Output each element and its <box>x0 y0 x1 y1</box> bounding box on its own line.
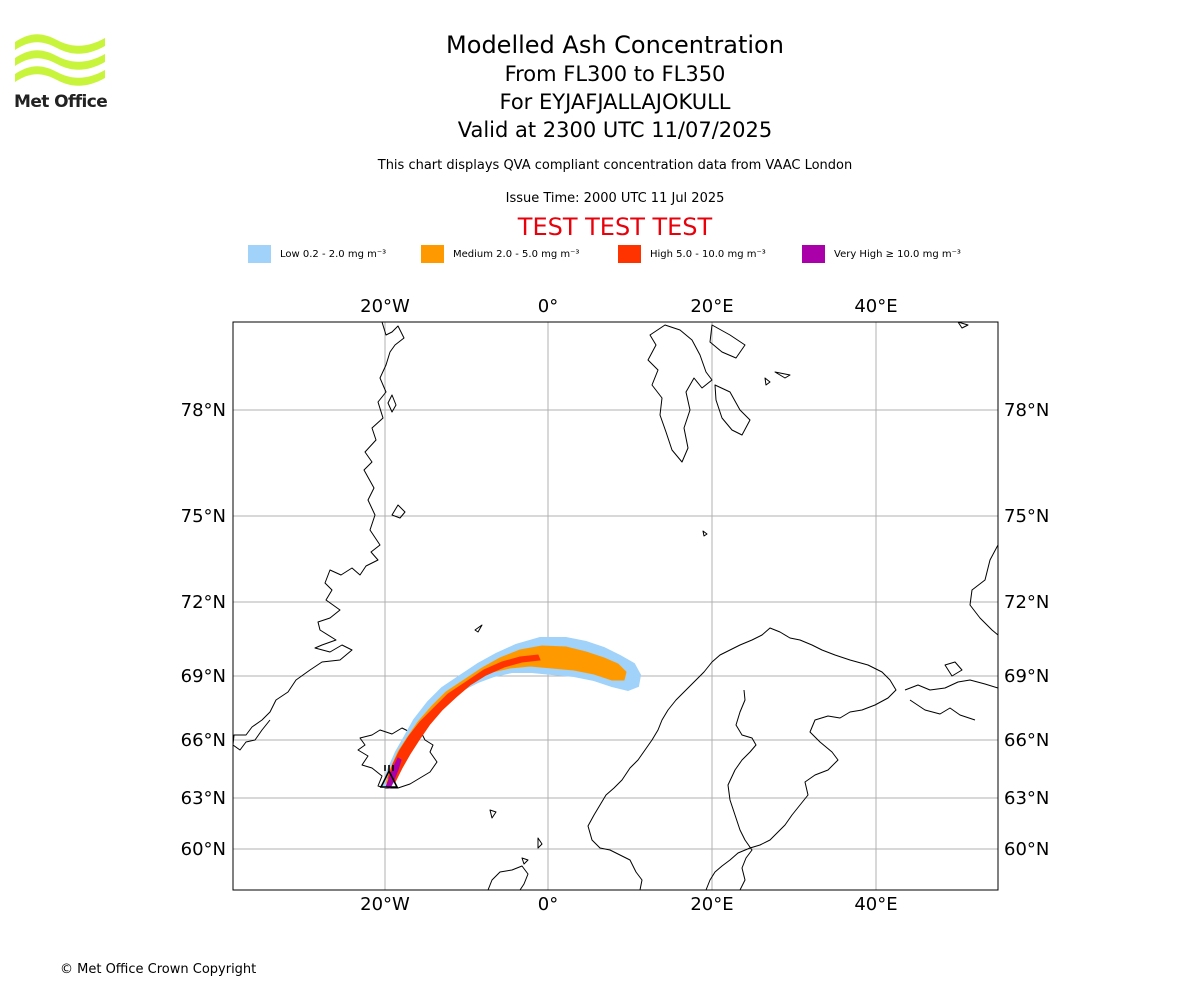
coastline-scandinavia <box>587 627 897 890</box>
coastline-jan-mayen <box>474 624 483 633</box>
coastline-kanin <box>944 661 963 677</box>
coastline-shetland <box>537 837 543 849</box>
ash-very-high-area <box>385 757 402 789</box>
lat-label-right-63n: 63°N <box>1004 788 1049 809</box>
ash-plume <box>381 637 642 789</box>
coastlines <box>233 322 998 890</box>
lat-label-right-60n: 60°N <box>1004 839 1049 860</box>
legend-swatch-very-high <box>802 245 825 263</box>
coastline-russia-north <box>904 679 998 691</box>
legend-item-low: Low 0.2 - 2.0 mg m⁻³ <box>248 244 386 264</box>
lat-label-left-78n: 78°N <box>181 400 226 421</box>
legend-swatch-low <box>248 245 271 263</box>
lon-labels-top: 20°W 0° 20°E 40°E <box>360 296 897 317</box>
title-line-3: For EYJAFJALLAJOKULL <box>499 90 731 114</box>
coastline-greenland-fjord <box>391 504 406 519</box>
copyright: © Met Office Crown Copyright <box>60 962 257 977</box>
coastline-orkney <box>521 857 529 865</box>
lat-label-left-75n: 75°N <box>181 506 226 527</box>
legend-item-high: High 5.0 - 10.0 mg m⁻³ <box>618 244 766 264</box>
lon-label-top-20e: 20°E <box>690 296 733 317</box>
lat-label-left-72n: 72°N <box>181 592 226 613</box>
legend-label-medium: Medium 2.0 - 5.0 mg m⁻³ <box>453 248 580 260</box>
lat-label-left-63n: 63°N <box>181 788 226 809</box>
lat-label-left-60n: 60°N <box>181 839 226 860</box>
legend-item-medium: Medium 2.0 - 5.0 mg m⁻³ <box>421 244 579 264</box>
lat-labels-right: 78°N 75°N 72°N 69°N 66°N 63°N 60°N <box>1004 400 1049 860</box>
legend-label-high: High 5.0 - 10.0 mg m⁻³ <box>650 248 766 260</box>
title-line-2: From FL300 to FL350 <box>504 62 726 86</box>
coastline-island-right <box>957 322 969 329</box>
legend-label-very-high: Very High ≥ 10.0 mg m⁻³ <box>834 248 961 260</box>
coastline-greenland <box>233 322 405 751</box>
map-frame <box>232 321 999 891</box>
coastline-greenland-island <box>387 394 397 413</box>
coastline-svalbard-east <box>714 384 751 436</box>
coastline-baltic <box>727 689 757 890</box>
legend-swatch-high <box>618 245 641 263</box>
chart-title: Modelled Ash Concentration From FL300 to… <box>315 30 915 144</box>
legend-item-very-high: Very High ≥ 10.0 mg m⁻³ <box>802 244 961 264</box>
lon-label-top-40e: 40°E <box>854 296 897 317</box>
gridlines <box>233 322 998 890</box>
issue-time: Issue Time: 2000 UTC 11 Jul 2025 <box>505 191 725 206</box>
coastline-bear-island <box>702 530 708 537</box>
lon-label-bottom-0: 0° <box>538 894 558 915</box>
lat-label-right-72n: 72°N <box>1004 592 1049 613</box>
coastline-novaya-zemlya <box>969 544 998 636</box>
coastline-scotland <box>487 865 529 890</box>
coastline-nordaustlandet <box>709 324 746 359</box>
coastline-svalbard-small <box>764 377 771 386</box>
coastline-faroe <box>489 809 497 819</box>
subtitle: This chart displays QVA compliant concen… <box>377 158 853 173</box>
lon-label-top-0: 0° <box>538 296 558 317</box>
lat-label-right-75n: 75°N <box>1004 506 1049 527</box>
legend-label-low: Low 0.2 - 2.0 mg m⁻³ <box>280 248 387 260</box>
lat-label-left-69n: 69°N <box>181 666 226 687</box>
met-office-logo-icon <box>15 34 105 86</box>
legend-swatch-medium <box>421 245 444 263</box>
lon-labels-bottom: 20°W 0° 20°E 40°E <box>360 894 897 915</box>
lon-label-bottom-40e: 40°E <box>854 894 897 915</box>
coastline-svalbard <box>647 324 713 463</box>
volcano-icon <box>379 765 399 788</box>
title-line-4: Valid at 2300 UTC 11/07/2025 <box>457 118 773 142</box>
lon-label-top-20w: 20°W <box>360 296 410 317</box>
lon-label-bottom-20w: 20°W <box>360 894 410 915</box>
lat-label-right-69n: 69°N <box>1004 666 1049 687</box>
logo-text: Met Office <box>14 92 108 112</box>
coastline-kong-karl <box>774 371 791 379</box>
lon-label-bottom-20e: 20°E <box>690 894 733 915</box>
title-line-1: Modelled Ash Concentration <box>446 31 784 59</box>
lat-labels-left: 78°N 75°N 72°N 69°N 66°N 63°N 60°N <box>181 400 226 860</box>
ash-high-area <box>387 654 541 783</box>
coastline-iceland <box>357 727 438 789</box>
test-banner: TEST TEST TEST <box>517 213 713 241</box>
lat-label-right-78n: 78°N <box>1004 400 1049 421</box>
lat-label-left-66n: 66°N <box>181 730 226 751</box>
map-background <box>233 322 998 890</box>
lat-label-right-66n: 66°N <box>1004 730 1049 751</box>
coastline-kola <box>909 699 976 721</box>
